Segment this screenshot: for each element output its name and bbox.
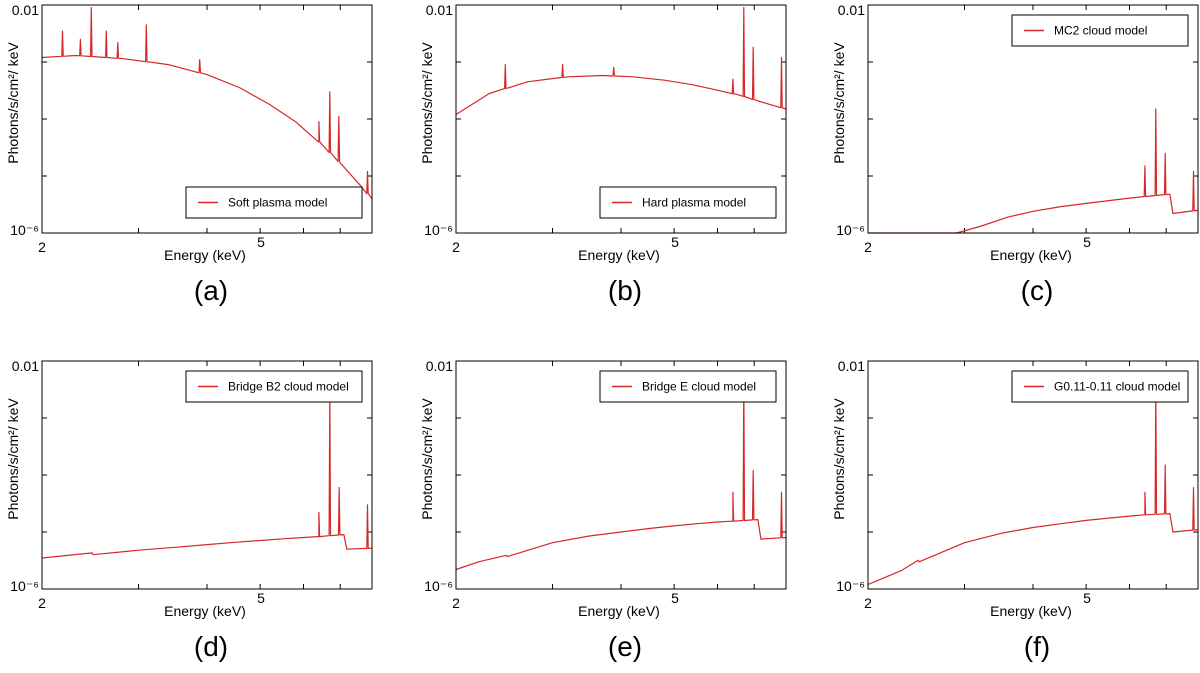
- panel-label: (f): [1024, 631, 1050, 662]
- y-tick-label: 0.01: [12, 358, 39, 374]
- chart-panel-f: 2 5 0.01 10⁻⁶ Energy (keV) Photons/s/cm²/ keV…: [831, 358, 1199, 662]
- x-tick-label: 2: [452, 239, 460, 255]
- axes-frame: [455, 360, 787, 590]
- series-line-a-0: [41, 7, 373, 200]
- series-line-e-0: [455, 380, 787, 571]
- chart-panel-b: 2 5 0.01 10⁻⁶ Energy (keV) Photons/s/cm²/ keV…: [419, 2, 787, 306]
- x-tick-label: 2: [864, 595, 872, 611]
- x-axis-label: Energy (keV): [578, 247, 660, 263]
- tick-marks: [456, 361, 786, 589]
- legend: Bridge B2 cloud model: [185, 370, 363, 403]
- y-tick-label: 10⁻⁶: [424, 578, 453, 594]
- y-axis-label: Photons/s/cm²/ keV: [419, 398, 435, 520]
- series-line-c-0: [868, 108, 1199, 234]
- chart-panel-a: 2 5 0.01 10⁻⁶ Energy (keV) Photons/s/cm²/ keV…: [5, 2, 373, 306]
- series-line-f-0: [867, 387, 1199, 586]
- x-tick-label: 5: [1083, 590, 1091, 606]
- y-tick-label: 0.01: [426, 2, 453, 18]
- y-tick-label: 10⁻⁶: [836, 222, 865, 238]
- x-tick-label: 2: [452, 595, 460, 611]
- panel-label: (e): [608, 631, 642, 662]
- axes-frame: [41, 4, 373, 234]
- chart-panel-d: 2 5 0.01 10⁻⁶ Energy (keV) Photons/s/cm²/ keV…: [5, 358, 373, 662]
- axes-frame: [867, 360, 1199, 590]
- axes-frame: [867, 4, 1199, 234]
- x-tick-label: 5: [257, 590, 265, 606]
- panel-label: (a): [194, 275, 228, 306]
- y-tick-label: 0.01: [12, 2, 39, 18]
- x-tick-label: 5: [671, 234, 679, 250]
- chart-panel-e: 2 5 0.01 10⁻⁶ Energy (keV) Photons/s/cm²/ keV…: [419, 358, 787, 662]
- x-axis-label: Energy (keV): [990, 247, 1072, 263]
- x-axis-label: Energy (keV): [164, 603, 246, 619]
- x-tick-label: 5: [671, 590, 679, 606]
- panel-label: (c): [1021, 275, 1054, 306]
- y-tick-label: 10⁻⁶: [424, 222, 453, 238]
- y-axis-label: Photons/s/cm²/ keV: [831, 42, 847, 164]
- x-tick-label: 5: [1083, 234, 1091, 250]
- x-axis-label: Energy (keV): [578, 603, 660, 619]
- y-axis-label: Photons/s/cm²/ keV: [5, 398, 21, 520]
- legend: G0.11-0.11 cloud model: [1011, 370, 1189, 403]
- y-axis-label: Photons/s/cm²/ keV: [5, 42, 21, 164]
- legend: MC2 cloud model: [1011, 14, 1189, 47]
- y-tick-label: 0.01: [838, 2, 865, 18]
- y-tick-label: 10⁻⁶: [10, 222, 39, 238]
- legend-label: Bridge E cloud model: [642, 380, 756, 394]
- x-tick-label: 5: [257, 234, 265, 250]
- legend-label: Hard plasma model: [642, 196, 746, 210]
- x-tick-label: 2: [38, 595, 46, 611]
- series-line-d-0: [41, 394, 373, 559]
- legend-label: Bridge B2 cloud model: [228, 380, 349, 394]
- series-line-b-0: [455, 7, 787, 116]
- y-tick-label: 10⁻⁶: [10, 578, 39, 594]
- x-axis-label: Energy (keV): [164, 247, 246, 263]
- legend-label: G0.11-0.11 cloud model: [1054, 380, 1180, 394]
- panel-label: (d): [194, 631, 228, 662]
- legend: Bridge E cloud model: [599, 370, 777, 403]
- legend: Soft plasma model: [185, 186, 363, 219]
- y-axis-label: Photons/s/cm²/ keV: [831, 398, 847, 520]
- chart-panel-c: 2 5 0.01 10⁻⁶ Energy (keV) Photons/s/cm²/ keV…: [831, 2, 1199, 306]
- legend: Hard plasma model: [599, 186, 777, 219]
- y-tick-label: 0.01: [426, 358, 453, 374]
- legend-label: MC2 cloud model: [1054, 24, 1147, 38]
- y-tick-label: 0.01: [838, 358, 865, 374]
- legend-label: Soft plasma model: [228, 196, 327, 210]
- tick-marks: [868, 361, 1198, 589]
- x-axis-label: Energy (keV): [990, 603, 1072, 619]
- tick-marks: [868, 5, 1198, 233]
- axes-frame: [41, 360, 373, 590]
- x-tick-label: 2: [38, 239, 46, 255]
- tick-marks: [42, 361, 372, 589]
- axes-frame: [455, 4, 787, 234]
- panel-label: (b): [608, 275, 642, 306]
- tick-marks: [42, 5, 372, 233]
- y-axis-label: Photons/s/cm²/ keV: [419, 42, 435, 164]
- y-tick-label: 10⁻⁶: [836, 578, 865, 594]
- tick-marks: [456, 5, 786, 233]
- x-tick-label: 2: [864, 239, 872, 255]
